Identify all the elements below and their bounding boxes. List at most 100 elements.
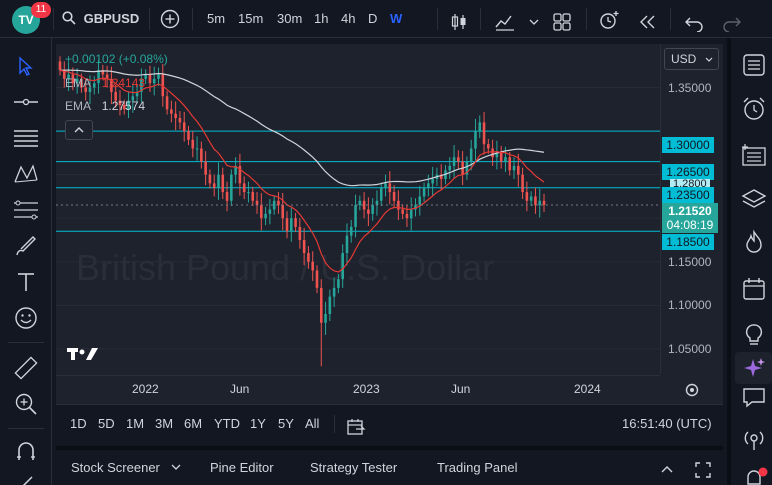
news-button[interactable] [739, 140, 769, 170]
layers-button[interactable] [739, 184, 769, 214]
toolbar-divider [670, 8, 671, 30]
range-5d[interactable]: 5D [98, 416, 115, 431]
utc-clock[interactable]: 16:51:40 (UTC) [622, 416, 712, 431]
calendar-arrow-icon [347, 419, 366, 435]
axis-settings-button[interactable] [682, 380, 702, 400]
candle-body-113 [542, 200, 546, 205]
ema-fast-value: 1.24143 [101, 76, 146, 90]
collapse-legend-button[interactable] [65, 120, 93, 140]
interval-15m[interactable]: 15m [238, 11, 264, 26]
alerts-button[interactable] [739, 94, 769, 124]
notifications-icon [747, 467, 768, 485]
range-6m[interactable]: 6M [184, 416, 203, 431]
interval-5m[interactable]: 5m [207, 11, 226, 26]
text-tool[interactable] [10, 266, 42, 298]
cursor-tool[interactable] [10, 50, 42, 82]
alert-button[interactable] [598, 8, 620, 30]
indicators-button[interactable] [494, 9, 516, 31]
interval-4h[interactable]: 4h [341, 11, 356, 26]
ideas-button[interactable] [739, 320, 769, 350]
interval-w[interactable]: W [390, 11, 403, 26]
horizontal-lines-tool[interactable] [10, 122, 42, 154]
candle-body-95 [465, 161, 469, 175]
candle-body-33 [200, 148, 203, 162]
magnet-tool[interactable] [10, 436, 42, 468]
toolbar-divider [586, 8, 587, 30]
streams-button[interactable] [739, 424, 769, 454]
candle-body-8 [92, 83, 96, 88]
candle-body-10 [101, 70, 105, 75]
range-3m[interactable]: 3M [155, 416, 174, 431]
top-toolbar: TV 11 GBPUSD 5m 15m 30m 1h 4h D W [0, 0, 772, 38]
add-circle-icon [160, 9, 180, 29]
candle-body-14 [118, 100, 122, 105]
ema-slow-legend[interactable]: EMA 1.27574 [65, 99, 145, 113]
redo-button[interactable] [722, 9, 742, 33]
range-1y[interactable]: 1Y [250, 416, 266, 431]
candle-body-37 [217, 174, 220, 188]
notifications-button[interactable] [739, 464, 769, 485]
compare-symbol-button[interactable] [160, 9, 180, 29]
trend-line-tool[interactable] [10, 86, 42, 118]
candle-body-5 [80, 78, 83, 88]
candle-body-25 [165, 96, 169, 110]
symbol-search[interactable]: GBPUSD [62, 0, 139, 38]
collapse-panel-button[interactable] [657, 458, 677, 478]
candle-body-89 [439, 174, 443, 180]
tradingview-watermark-logo [67, 348, 98, 360]
candle-body-74 [375, 200, 379, 206]
interval-d[interactable]: D [368, 11, 378, 26]
fib-tool[interactable] [10, 194, 42, 226]
hotlists-button[interactable] [739, 228, 769, 258]
candle-body-55 [294, 218, 297, 227]
ema-fast-legend[interactable]: EMA 1.24143 [65, 76, 145, 90]
current-price-value: 1.21520 [668, 204, 712, 218]
interval-1h[interactable]: 1h [314, 11, 329, 26]
candle-body-84 [418, 196, 422, 206]
range-all[interactable]: All [305, 416, 320, 431]
layout-button[interactable] [552, 9, 572, 31]
interval-30m[interactable]: 30m [277, 11, 303, 26]
indicators-dropdown[interactable] [528, 9, 540, 29]
candle-body-59 [311, 261, 314, 271]
range-1d[interactable]: 1D [70, 416, 87, 431]
tab-pine-editor[interactable]: Pine Editor [210, 460, 274, 475]
chats-button[interactable] [739, 382, 769, 412]
brush-tool[interactable] [10, 230, 42, 262]
tab-strategy-tester[interactable]: Strategy Tester [310, 460, 398, 475]
maximize-panel-button[interactable] [693, 458, 713, 478]
currency-select[interactable]: USD [664, 48, 719, 70]
tab-trading-panel[interactable]: Trading Panel [437, 460, 518, 475]
candle-body-48 [264, 213, 267, 219]
candle-body-1 [62, 70, 66, 79]
pencil-lock-icon [22, 476, 33, 485]
candle-body-70 [358, 200, 362, 206]
chart-type-button[interactable] [449, 9, 469, 30]
time-axis[interactable]: 2022 Jun 2023 Jun 2024 [56, 375, 660, 403]
range-5y[interactable]: 5Y [278, 416, 294, 431]
date-range-button[interactable] [346, 414, 366, 435]
calendar-button[interactable] [739, 274, 769, 304]
candle-body-6 [84, 87, 87, 92]
pattern-tool[interactable] [10, 158, 42, 190]
measure-tool[interactable] [10, 352, 42, 384]
range-1m[interactable]: 1M [126, 416, 145, 431]
candle-body-98 [478, 122, 482, 132]
lock-tool[interactable] [10, 470, 42, 485]
undo-button[interactable] [684, 9, 704, 33]
zoom-tool[interactable] [10, 388, 42, 420]
ema-fast-label: EMA [65, 76, 91, 90]
time-tick-2022: 2022 [132, 382, 159, 396]
ai-assistant-button[interactable] [735, 352, 772, 384]
undo-icon [685, 17, 703, 33]
zoom-in-icon [15, 393, 37, 415]
range-ytd[interactable]: YTD [214, 416, 240, 431]
chart-pane[interactable]: British Pound / U.S. Dollar +0.00102 (+0… [56, 44, 723, 404]
watchlist-button[interactable] [739, 50, 769, 80]
price-chart[interactable]: British Pound / U.S. Dollar [56, 44, 660, 375]
watchlist-icon [743, 54, 765, 76]
tab-stock-screener[interactable]: Stock Screener [71, 450, 182, 485]
emoji-tool[interactable] [10, 302, 42, 334]
replay-button[interactable] [638, 9, 658, 29]
current-price-badge: 1.21520 04:08:19 [662, 203, 718, 233]
